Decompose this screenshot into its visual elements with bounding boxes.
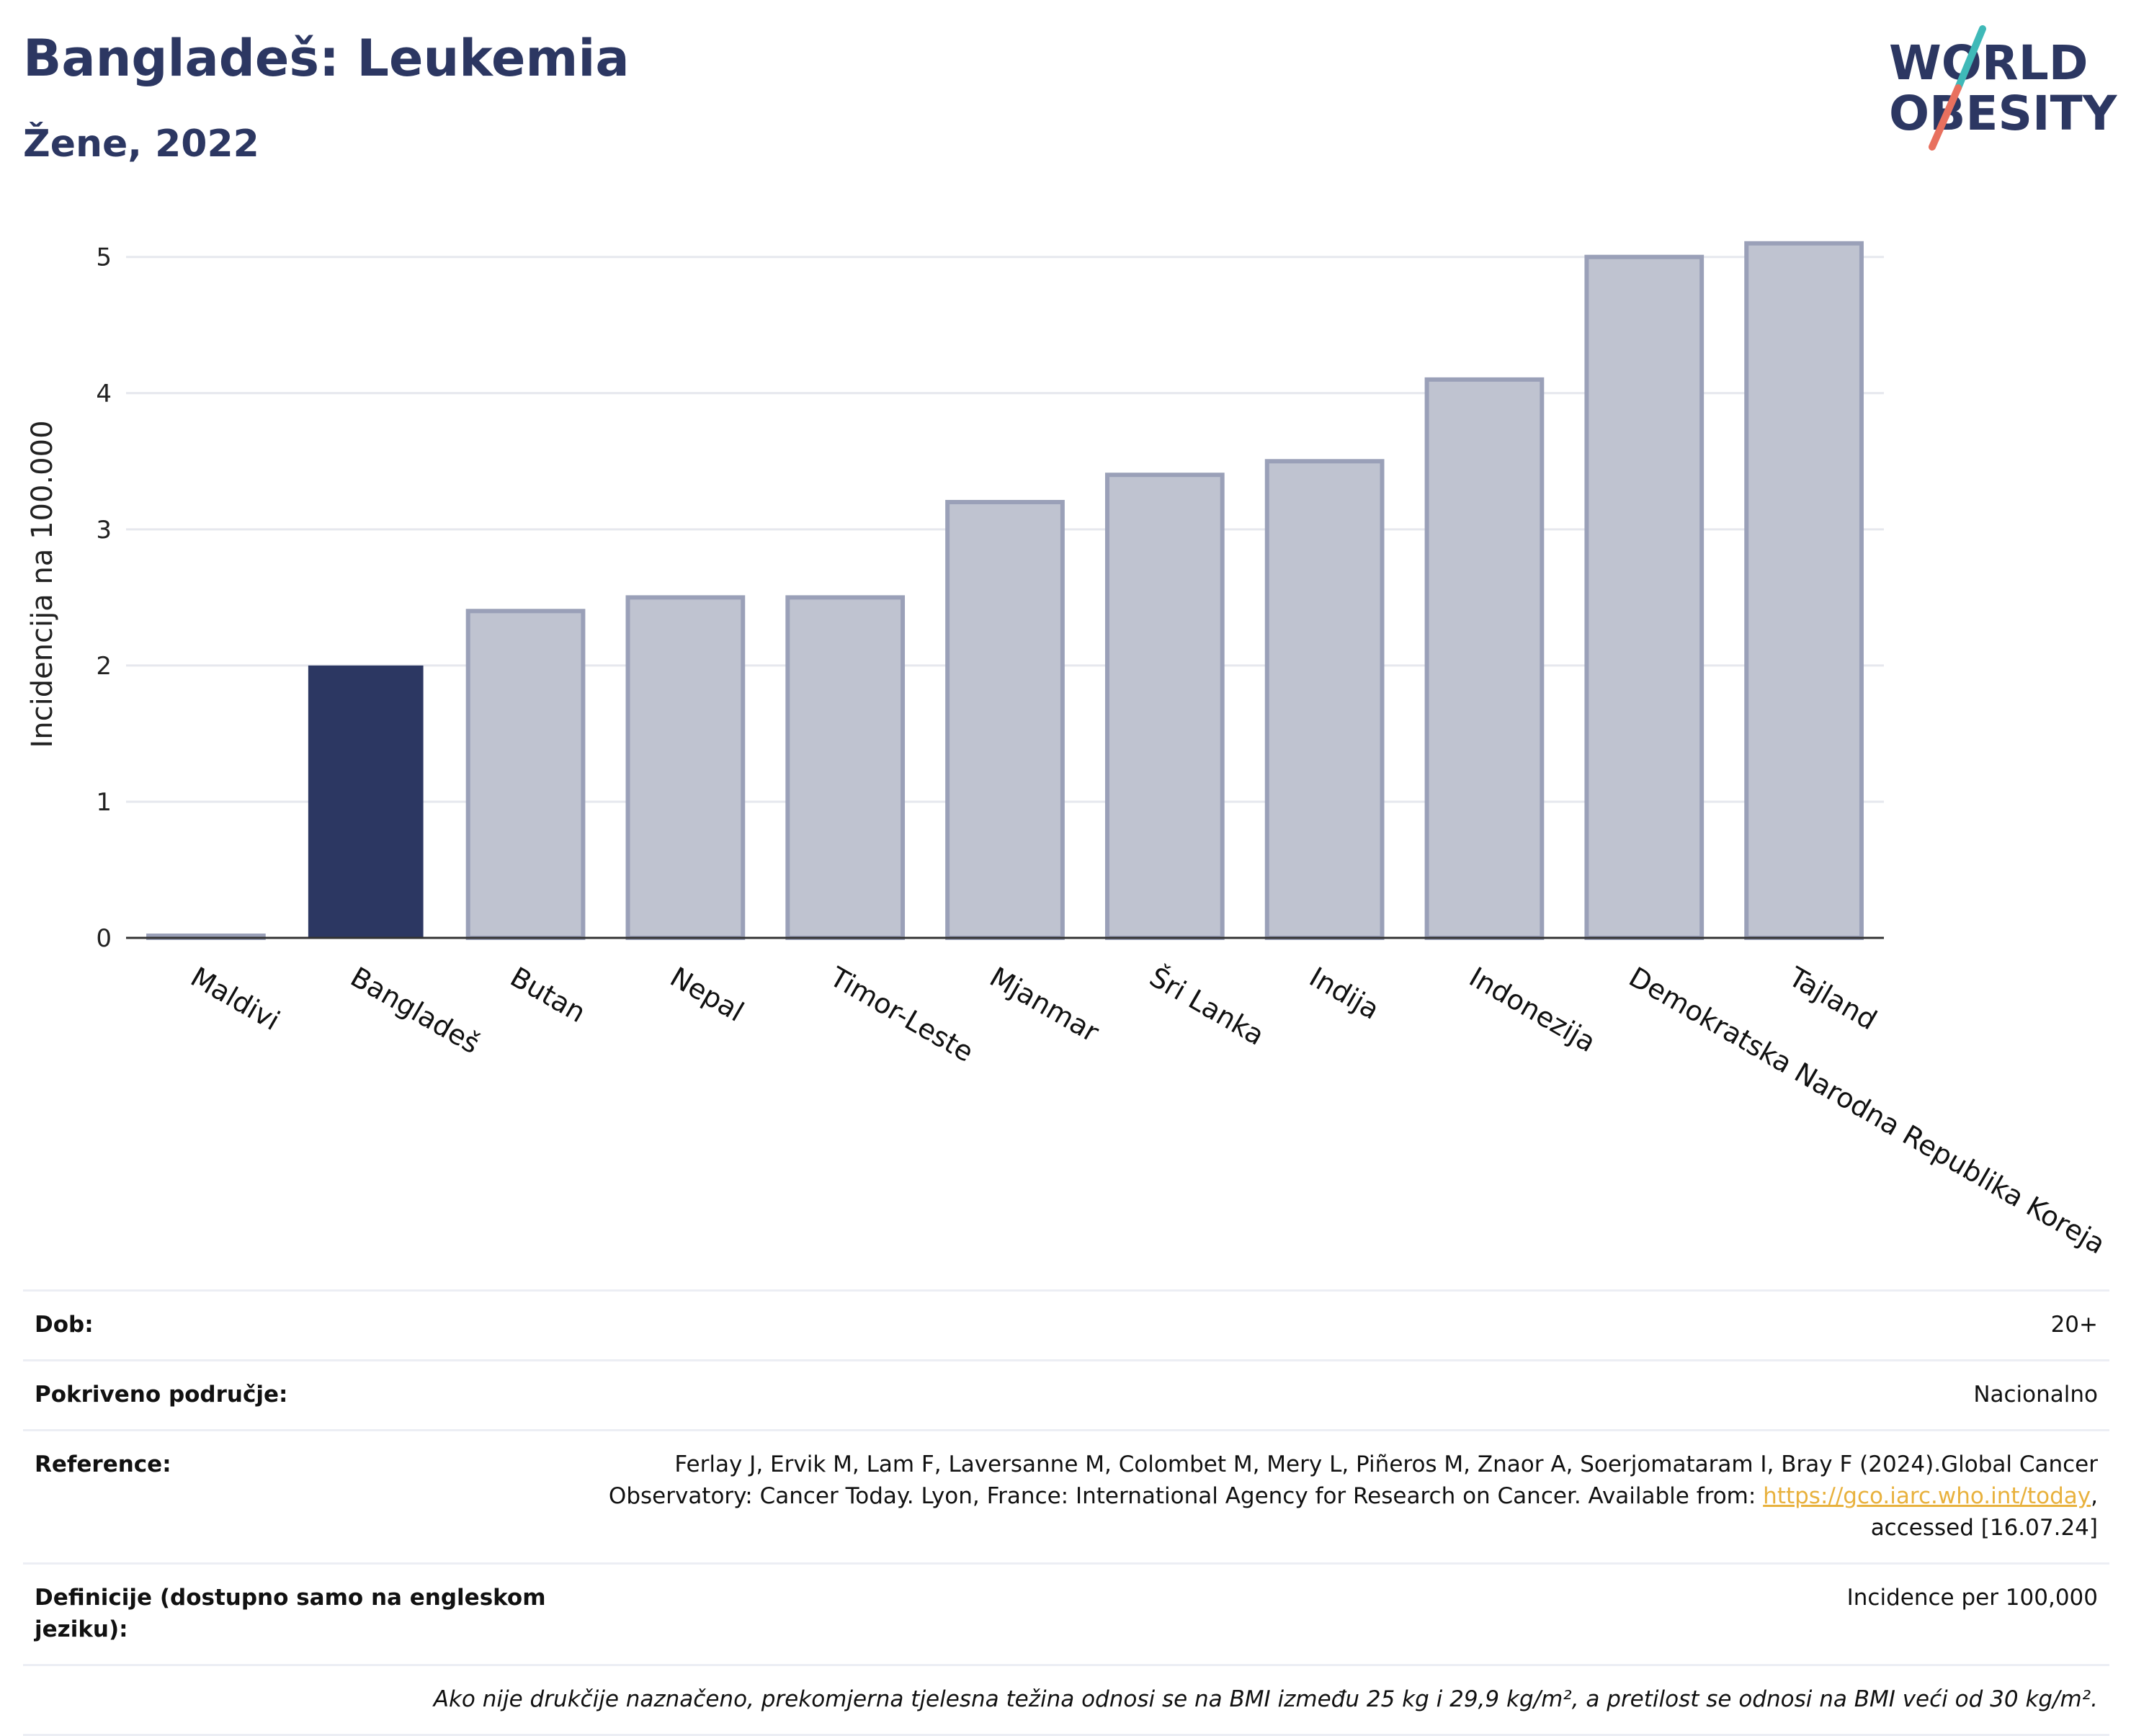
- info-label: Dob:: [23, 1289, 565, 1361]
- bar-demokratska-narodna-republika-koreja: [1584, 254, 1705, 940]
- y-tick-label: 1: [96, 788, 112, 817]
- bar-tajland: [1744, 241, 1864, 940]
- logo-line1: WORLD: [1889, 35, 2088, 91]
- info-label: Definicije (dostupno samo na engleskom j…: [23, 1562, 565, 1665]
- x-tick-label: Nepal: [665, 961, 749, 1028]
- info-row-age: Dob: 20+: [23, 1289, 2109, 1361]
- info-value: Incidence per 100,000: [565, 1562, 2109, 1665]
- x-tick-label: Mjanmar: [985, 961, 1105, 1049]
- y-tick-label: 4: [96, 380, 112, 408]
- x-tick-label: Timor-Leste: [824, 960, 979, 1068]
- x-tick-label: Maldivi: [185, 961, 285, 1037]
- reference-accessed: , accessed [16.07.24]: [1870, 1483, 2098, 1541]
- y-tick-label: 5: [96, 243, 112, 272]
- info-value: 20+: [565, 1289, 2109, 1361]
- x-tick-label: Tajland: [1783, 960, 1882, 1036]
- x-tick-label: Butan: [505, 961, 591, 1029]
- info-table: Dob: 20+ Pokriveno područje: Nacionalno …: [23, 1289, 2109, 1736]
- info-row-reference: Reference: Ferlay J, Ervik M, Lam F, Lav…: [23, 1429, 2109, 1564]
- x-tick-label: Indonezija: [1464, 961, 1601, 1058]
- bar-chart: 0 1 2 3 4 5 Incidencija na 100.000 Maldivi Bangl…: [26, 241, 2111, 1261]
- bar-indonezija: [1424, 377, 1545, 940]
- bar-timor-leste: [785, 595, 906, 941]
- bmi-note: Ako nije drukčije naznačeno, prekomjerna…: [23, 1664, 2109, 1736]
- logo-slash-top: [1954, 25, 1986, 91]
- bar-bangladeš: [308, 665, 424, 938]
- x-tick-label: Bangladeš: [345, 961, 485, 1060]
- y-tick-label: 0: [96, 924, 112, 953]
- info-value: Ferlay J, Ervik M, Lam F, Laversanne M, …: [565, 1429, 2109, 1564]
- x-tick-label: Indija: [1304, 961, 1385, 1026]
- chart-subtitle: Žene, 2022: [23, 122, 259, 166]
- bar-indija: [1264, 459, 1385, 940]
- bar-šri-lanka: [1104, 473, 1225, 940]
- reference-text: Ferlay J, Ervik M, Lam F, Laversanne M, …: [608, 1451, 2098, 1509]
- y-tick-label: 3: [96, 516, 112, 545]
- info-label: Pokriveno područje:: [23, 1359, 565, 1431]
- info-label: Reference:: [23, 1429, 565, 1564]
- info-row-coverage: Pokriveno područje: Nacionalno: [23, 1359, 2109, 1431]
- info-row-definitions: Definicije (dostupno samo na engleskom j…: [23, 1562, 2109, 1665]
- bar-nepal: [625, 595, 746, 941]
- reference-link[interactable]: https://gco.iarc.who.int/today: [1763, 1483, 2091, 1509]
- x-tick-label: Šri Lanka: [1144, 961, 1269, 1052]
- y-tick-label: 2: [96, 652, 112, 681]
- y-axis-label: Incidencija na 100.000: [26, 420, 59, 748]
- info-row-note: Ako nije drukčije naznačeno, prekomjerna…: [23, 1664, 2109, 1736]
- bar-butan: [465, 609, 586, 940]
- logo-slash-bottom: [1929, 84, 1962, 151]
- logo-line2: OBESITY: [1889, 86, 2118, 141]
- bar-mjanmar: [945, 500, 1065, 940]
- info-value: Nacionalno: [565, 1359, 2109, 1431]
- world-obesity-logo: WORLD OBESITY: [1889, 25, 2118, 151]
- chart-title: Bangladeš: Leukemia: [23, 29, 630, 88]
